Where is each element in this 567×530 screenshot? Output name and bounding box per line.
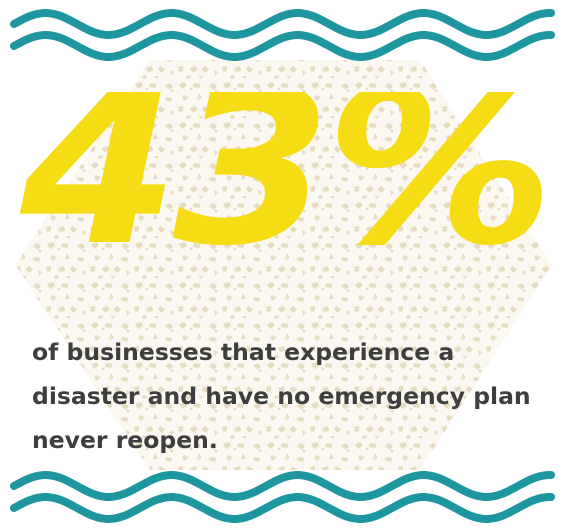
wave-line-1 bbox=[10, 471, 555, 501]
stat-headline: 43% bbox=[19, 92, 554, 272]
caption-line-3: never reopen. bbox=[32, 426, 218, 454]
wave-divider-top bbox=[10, 9, 555, 61]
wave-line-2 bbox=[10, 31, 555, 61]
wave-line-1 bbox=[10, 9, 555, 39]
wave-divider-bottom bbox=[10, 471, 555, 523]
stat-value: 43% bbox=[19, 92, 548, 272]
caption-line-1: of businesses that experience a bbox=[32, 338, 455, 366]
stat-caption: of businesses that experience a disaster… bbox=[32, 330, 532, 462]
wave-line-2 bbox=[10, 493, 555, 523]
caption-line-2: disaster and have no emergency plan bbox=[32, 382, 531, 410]
